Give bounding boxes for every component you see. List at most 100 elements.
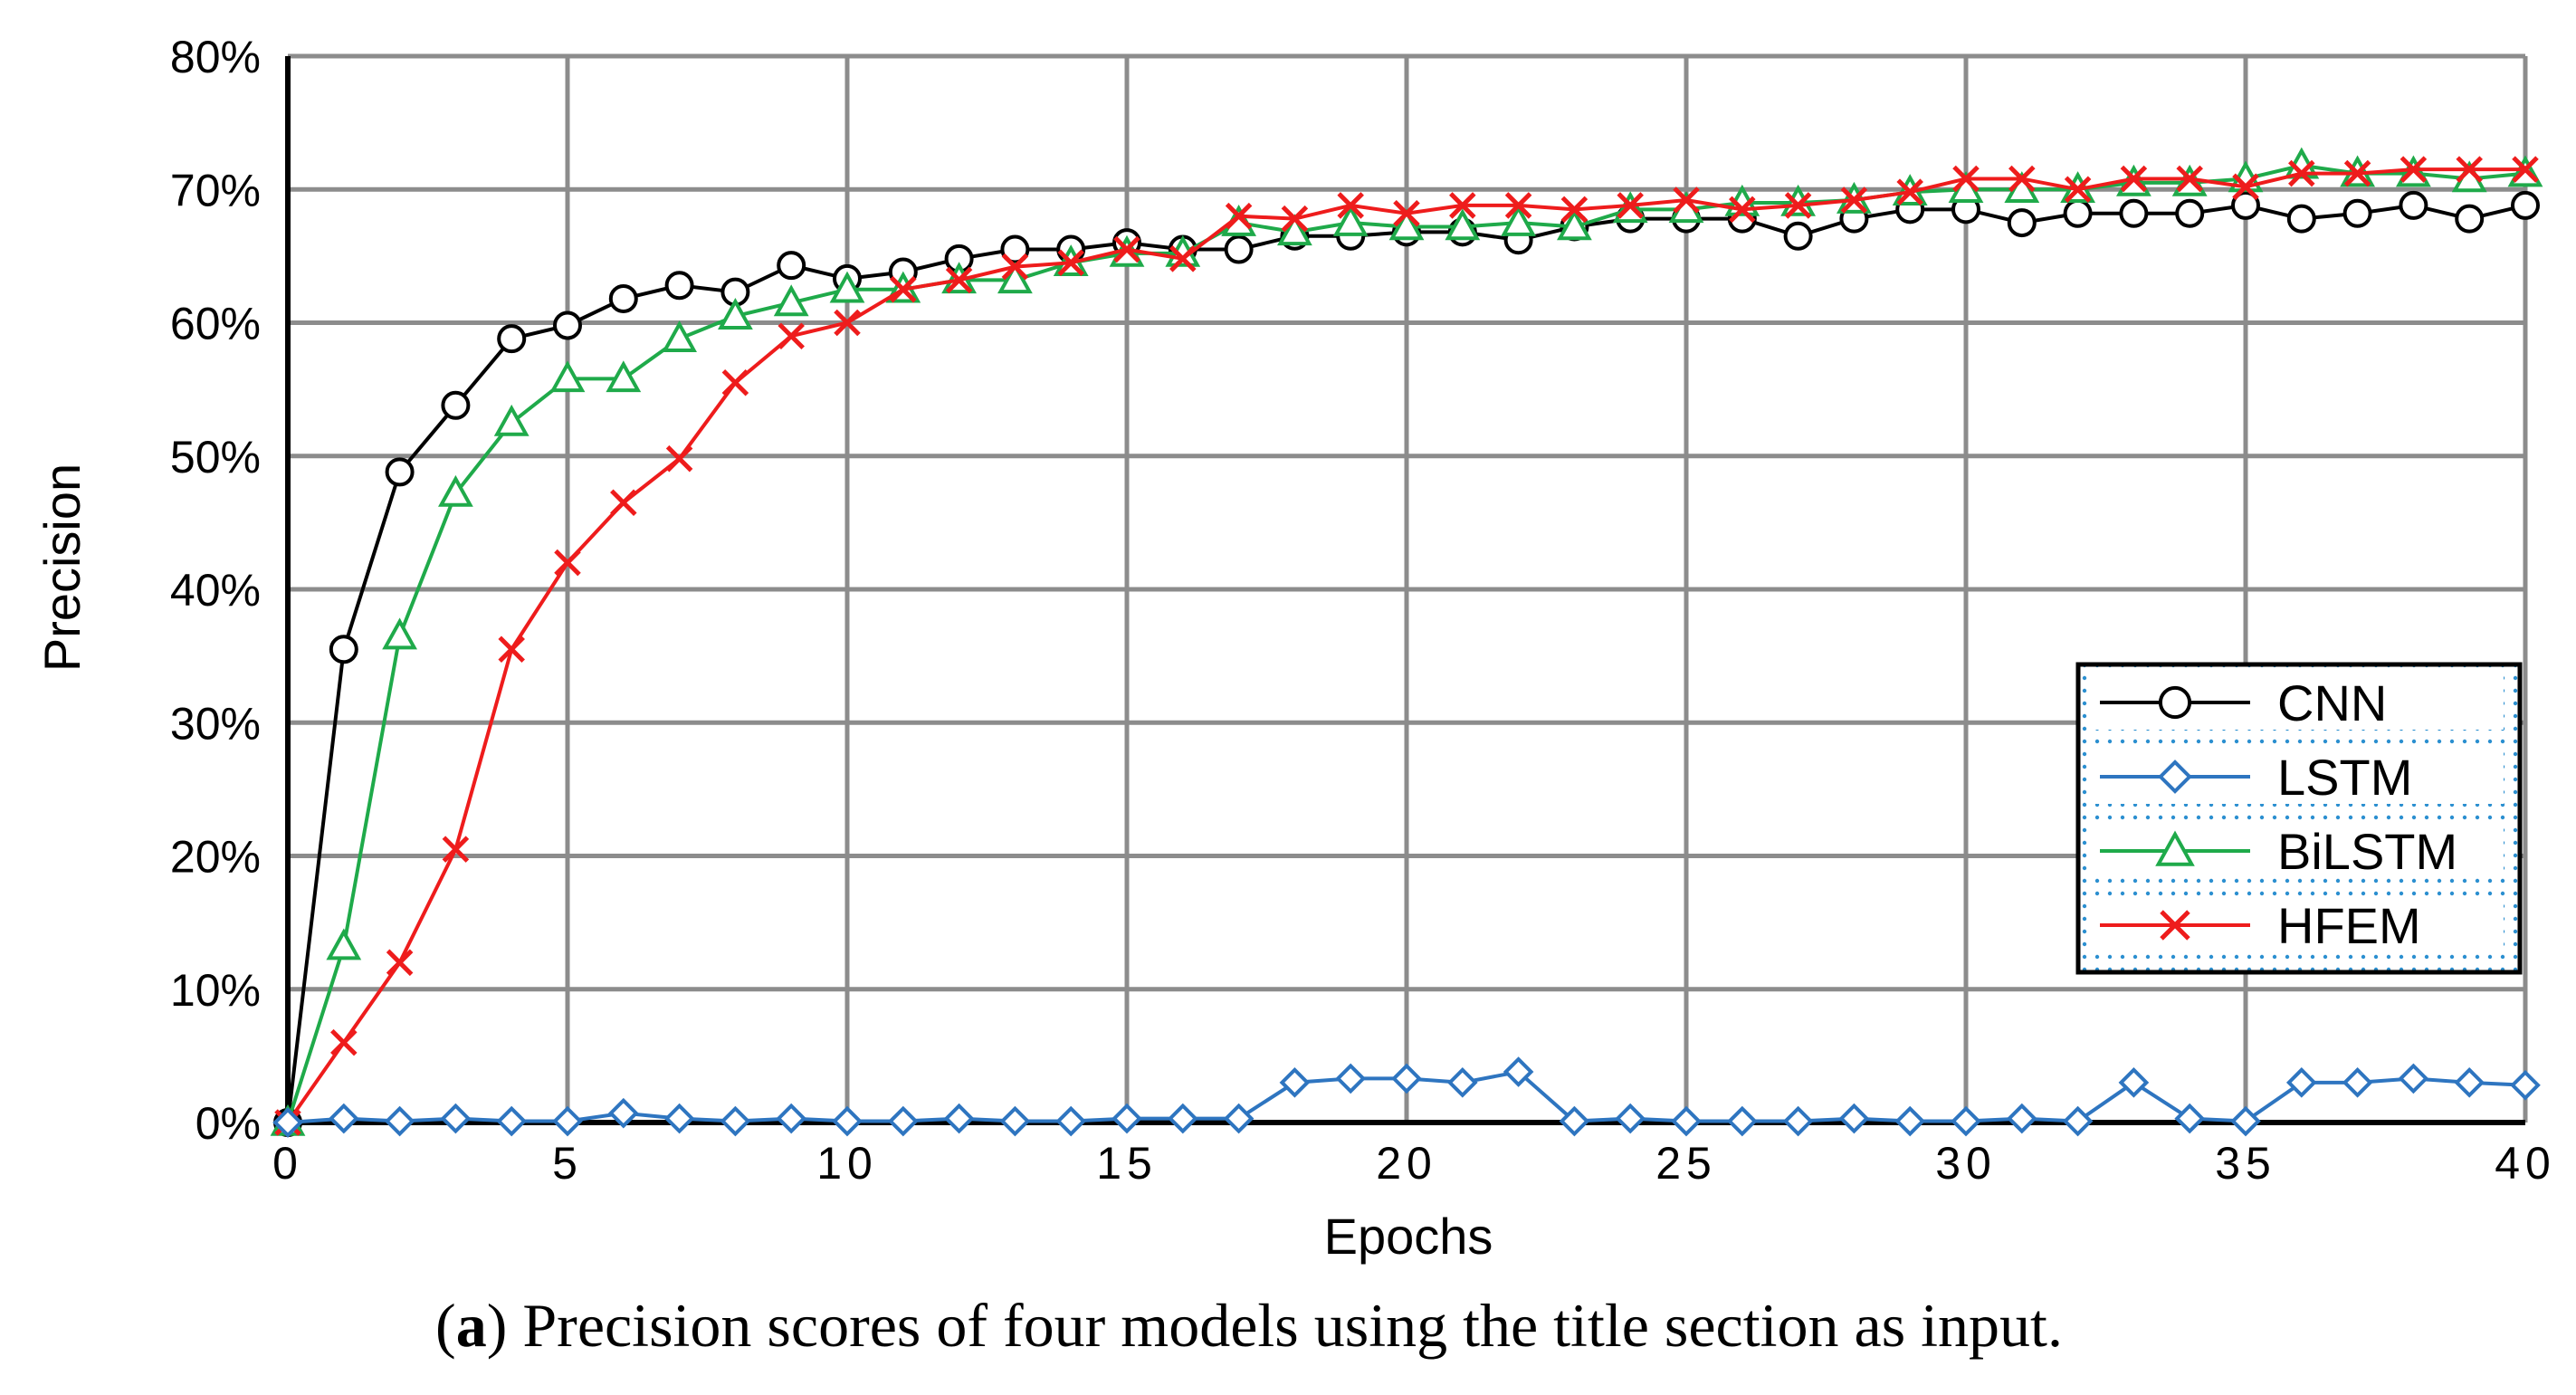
legend-marker-bilstm <box>2155 830 2195 866</box>
data-point-cnn <box>2511 190 2540 220</box>
data-point-lstm <box>1671 1105 1702 1137</box>
data-point-lstm <box>2285 1066 2317 1098</box>
data-point-lstm <box>999 1105 1031 1137</box>
data-point-lstm <box>1223 1103 1255 1134</box>
data-point-bilstm <box>326 928 362 960</box>
data-point-hfem <box>2232 173 2259 201</box>
x-tick-label: 20 <box>1376 1138 1437 1189</box>
x-axis-title: Epochs <box>1324 1208 1493 1265</box>
legend-label-hfem: HFEM <box>2277 897 2421 954</box>
data-point-lstm <box>2174 1103 2206 1134</box>
y-tick-label: 80% <box>170 32 261 82</box>
data-point-lstm <box>776 1103 807 1134</box>
series-hfem <box>274 156 2539 1136</box>
data-point-lstm <box>1391 1063 1422 1094</box>
data-point-lstm <box>440 1103 472 1134</box>
data-point-lstm <box>943 1103 975 1134</box>
data-point-hfem <box>834 309 861 337</box>
legend-label-cnn: CNN <box>2277 674 2387 731</box>
x-tick-label: 0 <box>272 1138 303 1189</box>
series <box>270 147 2543 1138</box>
series-lstm <box>272 1056 2541 1138</box>
data-point-lstm <box>1503 1056 1534 1087</box>
data-point-hfem <box>945 266 973 294</box>
data-point-hfem <box>1896 178 1923 205</box>
data-point-lstm <box>887 1105 919 1137</box>
data-point-bilstm <box>829 271 865 303</box>
data-point-cnn <box>497 324 527 354</box>
data-point-bilstm <box>1557 208 1592 241</box>
data-point-bilstm <box>493 404 530 436</box>
data-point-lstm <box>720 1105 751 1137</box>
data-point-cnn <box>2007 208 2037 238</box>
data-point-lstm <box>1446 1066 1478 1098</box>
data-point-hfem <box>1617 192 1644 219</box>
legend-marker-lstm <box>2158 760 2192 794</box>
data-point-hfem <box>1169 245 1197 272</box>
data-point-hfem <box>442 836 470 863</box>
data-point-bilstm <box>718 298 753 330</box>
data-point-cnn <box>2286 204 2316 234</box>
data-point-lstm <box>1111 1103 1142 1134</box>
y-tick-label: 50% <box>170 432 261 483</box>
data-point-bilstm <box>382 617 417 650</box>
legend: CNN LSTM BiLSTM HFEM <box>2075 662 2523 975</box>
data-point-hfem <box>1449 192 1476 219</box>
x-tick-label: 15 <box>1096 1138 1158 1189</box>
data-point-bilstm <box>438 474 473 507</box>
data-point-cnn <box>329 635 358 664</box>
data-point-cnn <box>441 390 471 420</box>
data-point-lstm <box>832 1105 863 1137</box>
data-point-hfem <box>1729 196 1756 224</box>
data-point-hfem <box>1673 186 1700 214</box>
data-point-lstm <box>2454 1066 2485 1098</box>
x-tick-label: 35 <box>2215 1138 2276 1189</box>
data-point-hfem <box>1560 196 1589 224</box>
data-point-hfem <box>1281 205 1309 233</box>
y-tick-label: 60% <box>170 299 261 349</box>
data-point-hfem <box>2176 165 2203 193</box>
data-point-cnn <box>2063 198 2093 228</box>
data-point-cnn <box>385 457 415 487</box>
data-point-cnn <box>664 271 694 301</box>
data-point-bilstm <box>662 320 697 352</box>
data-point-cnn <box>2399 190 2428 220</box>
x-tick-label: 40 <box>2495 1138 2556 1189</box>
y-tick-label: 0% <box>196 1098 261 1149</box>
legend-label-lstm: LSTM <box>2277 749 2412 806</box>
data-point-lstm <box>1894 1105 1926 1137</box>
data-point-hfem <box>1393 199 1420 227</box>
data-point-lstm <box>328 1103 359 1134</box>
data-point-lstm <box>552 1105 583 1137</box>
data-point-lstm <box>2118 1066 2150 1098</box>
legend-marker-hfem <box>2160 910 2190 941</box>
caption-body: Precision scores of four models using th… <box>522 1291 2063 1360</box>
data-point-bilstm <box>1445 208 1481 241</box>
data-point-hfem <box>2343 159 2371 187</box>
data-point-bilstm <box>1277 214 1312 246</box>
data-point-bilstm <box>1388 208 1425 241</box>
x-tick-label: 25 <box>1655 1138 1717 1189</box>
data-point-lstm <box>1335 1063 1367 1094</box>
data-point-hfem <box>1784 192 1812 219</box>
x-tick-label: 5 <box>552 1138 583 1189</box>
data-point-bilstm <box>997 262 1033 294</box>
y-tick-label: 40% <box>170 565 261 616</box>
data-point-hfem <box>1057 249 1084 277</box>
data-point-hfem <box>1840 186 1868 214</box>
data-point-cnn <box>2342 198 2372 228</box>
data-point-lstm <box>1615 1103 1646 1134</box>
y-tick-label: 70% <box>170 165 261 215</box>
data-point-hfem <box>2456 156 2483 183</box>
legend-label-bilstm: BiLSTM <box>2277 823 2457 880</box>
data-point-cnn <box>1783 221 1813 251</box>
data-point-lstm <box>2342 1066 2373 1098</box>
data-point-hfem <box>1225 202 1253 230</box>
data-point-lstm <box>1782 1105 1814 1137</box>
data-point-lstm <box>1167 1103 1198 1134</box>
y-tick-label: 20% <box>170 832 261 883</box>
data-point-cnn <box>2175 198 2205 228</box>
data-point-lstm <box>1559 1105 1590 1137</box>
